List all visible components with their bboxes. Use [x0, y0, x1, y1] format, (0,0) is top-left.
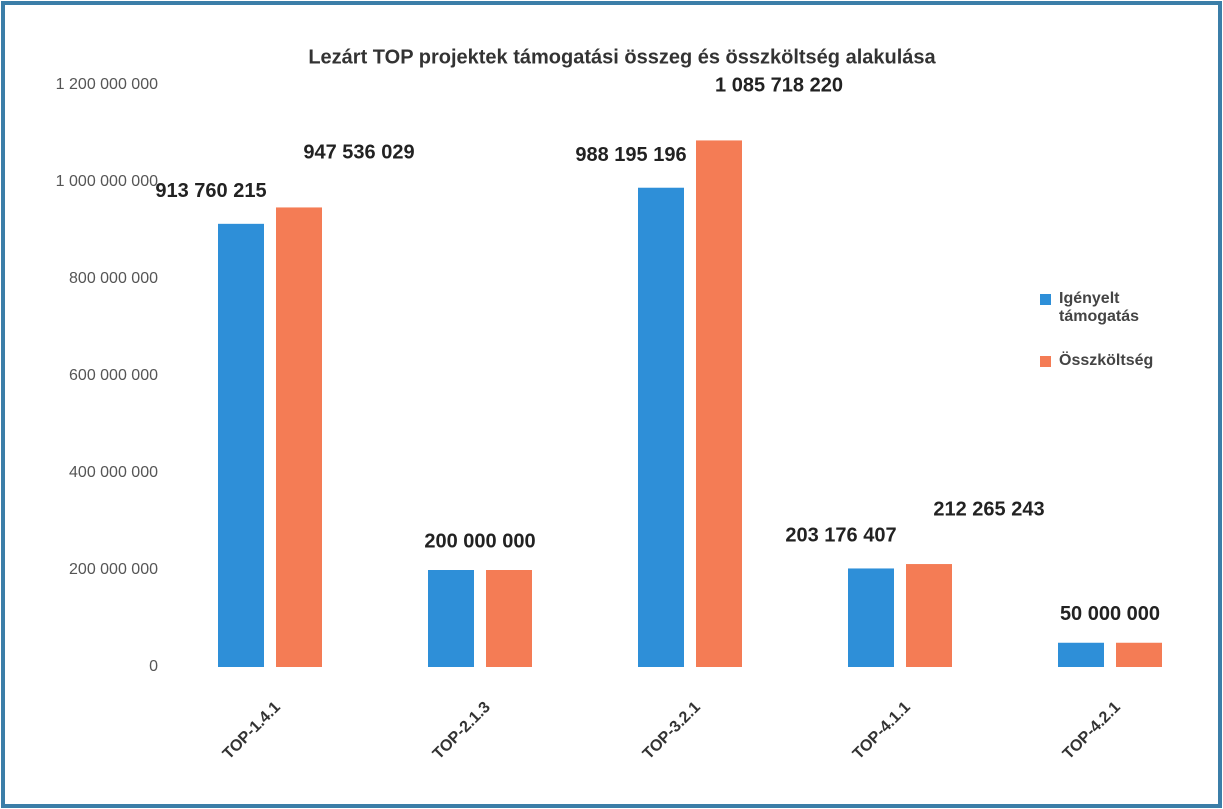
y-tick-label: 400 000 000 — [69, 464, 158, 481]
y-tick-label: 200 000 000 — [69, 561, 158, 578]
data-label: 200 000 000 — [424, 530, 535, 552]
y-tick-label: 800 000 000 — [69, 270, 158, 287]
legend: Igényelt támogatás Összköltség — [1040, 290, 1190, 396]
y-tick-label: 1 000 000 000 — [56, 173, 158, 190]
legend-swatch — [1040, 356, 1051, 367]
data-label: 50 000 000 — [1060, 603, 1160, 625]
legend-label: Összköltség — [1059, 352, 1154, 369]
bar — [1116, 642, 1162, 667]
bar — [906, 564, 952, 667]
data-label: 203 176 407 — [785, 525, 896, 547]
data-label: 1 085 718 220 — [715, 75, 843, 97]
data-label: 913 760 215 — [155, 180, 266, 202]
data-label: 988 195 196 — [575, 144, 686, 166]
chart-title: Lezárt TOP projektek támogatási összeg é… — [308, 46, 936, 68]
data-label: 947 536 029 — [303, 142, 414, 164]
bar — [848, 568, 894, 667]
legend-label: Igényelt támogatás — [1059, 290, 1140, 325]
bar — [696, 140, 742, 668]
bar — [1058, 642, 1104, 667]
bar — [428, 570, 474, 667]
bar — [276, 207, 322, 668]
legend-item: Igényelt támogatás — [1040, 290, 1190, 326]
legend-item: Összköltség — [1040, 352, 1190, 370]
y-tick-label: 1 200 000 000 — [56, 76, 158, 93]
bar — [486, 570, 532, 667]
y-tick-label: 0 — [149, 658, 158, 675]
y-tick-label: 600 000 000 — [69, 367, 158, 384]
data-label: 212 265 243 — [933, 498, 1044, 520]
legend-swatch — [1040, 294, 1051, 305]
bar — [218, 223, 264, 667]
bar — [638, 187, 684, 667]
